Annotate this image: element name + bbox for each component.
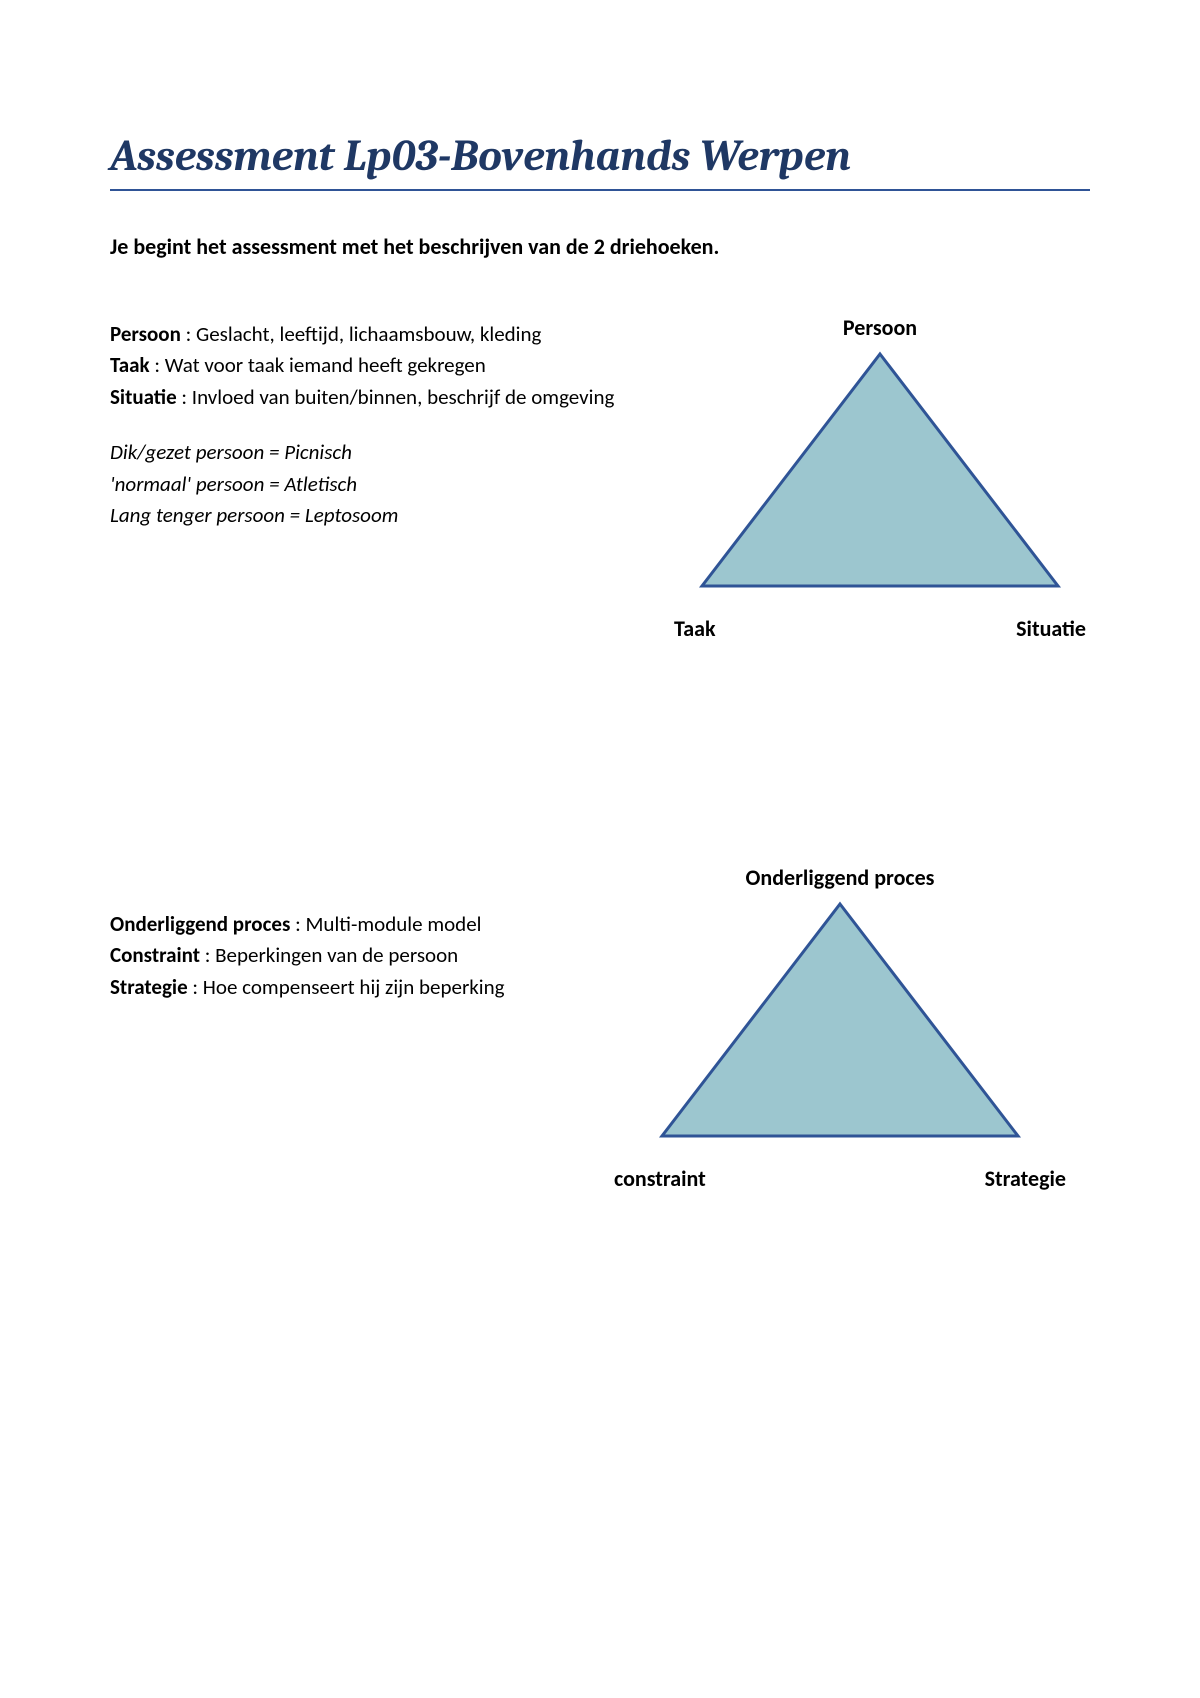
intro-text: Je begint het assessment met het beschri… bbox=[110, 233, 1090, 260]
def-sep: : bbox=[181, 321, 196, 347]
def-sep: : bbox=[177, 384, 192, 410]
italic-line: Dik/gezet persoon = Picnisch bbox=[110, 438, 650, 467]
triangle2-label-top: Onderliggend proces bbox=[746, 864, 935, 891]
section2-text: Onderliggend proces : Multi-module model… bbox=[110, 870, 590, 1004]
def-label: Onderliggend proces bbox=[110, 911, 290, 937]
def-label: Taak bbox=[110, 352, 150, 378]
def-label: Situatie bbox=[110, 384, 177, 410]
body-type-list: Dik/gezet persoon = Picnisch 'normaal' p… bbox=[110, 438, 650, 530]
italic-line: Lang tenger persoon = Leptosoom bbox=[110, 501, 650, 530]
def-sep: : bbox=[290, 911, 305, 937]
italic-line: 'normaal' persoon = Atletisch bbox=[110, 470, 650, 499]
triangle2-svg bbox=[650, 870, 1030, 1170]
def-onderliggend-proces: Onderliggend proces : Multi-module model bbox=[110, 910, 590, 939]
def-label: Constraint bbox=[110, 942, 200, 968]
triangle1-label-left: Taak bbox=[674, 615, 716, 642]
triangle1-diagram: Persoon Taak Situatie bbox=[670, 320, 1090, 640]
triangle1-label-top: Persoon bbox=[843, 314, 917, 341]
def-text: Invloed van buiten/binnen, beschrijf de … bbox=[192, 384, 615, 410]
triangle1-label-right: Situatie bbox=[1016, 615, 1086, 642]
triangle2-shape bbox=[662, 904, 1018, 1136]
triangle2-label-right: Strategie bbox=[985, 1165, 1066, 1192]
def-text: Beperkingen van de persoon bbox=[215, 942, 458, 968]
def-text: Wat voor taak iemand heeft gekregen bbox=[165, 352, 486, 378]
triangle2-diagram: Onderliggend proces constraint Strategie bbox=[610, 870, 1070, 1190]
def-situatie: Situatie : Invloed van buiten/binnen, be… bbox=[110, 383, 650, 412]
triangle1-svg bbox=[690, 320, 1070, 620]
def-text: Geslacht, leeftijd, lichaamsbouw, kledin… bbox=[196, 321, 541, 347]
def-text: Multi-module model bbox=[305, 911, 481, 937]
def-sep: : bbox=[200, 942, 215, 968]
def-sep: : bbox=[188, 974, 203, 1000]
triangle1-shape bbox=[702, 354, 1058, 586]
def-persoon: Persoon : Geslacht, leeftijd, lichaamsbo… bbox=[110, 320, 650, 349]
def-sep: : bbox=[150, 352, 165, 378]
page-title: Assessment Lp03-Bovenhands Werpen bbox=[110, 130, 1090, 191]
section1-text: Persoon : Geslacht, leeftijd, lichaamsbo… bbox=[110, 320, 650, 532]
def-constraint: Constraint : Beperkingen van de persoon bbox=[110, 941, 590, 970]
triangle2-label-left: constraint bbox=[614, 1165, 706, 1192]
def-text: Hoe compenseert hij zijn beperking bbox=[203, 974, 505, 1000]
def-label: Strategie bbox=[110, 974, 188, 1000]
section-proces-constraint-strategie: Onderliggend proces : Multi-module model… bbox=[110, 870, 1090, 1190]
def-taak: Taak : Wat voor taak iemand heeft gekreg… bbox=[110, 351, 650, 380]
def-label: Persoon bbox=[110, 321, 181, 347]
section-persoon-taak-situatie: Persoon : Geslacht, leeftijd, lichaamsbo… bbox=[110, 320, 1090, 640]
def-strategie: Strategie : Hoe compenseert hij zijn bep… bbox=[110, 973, 590, 1002]
